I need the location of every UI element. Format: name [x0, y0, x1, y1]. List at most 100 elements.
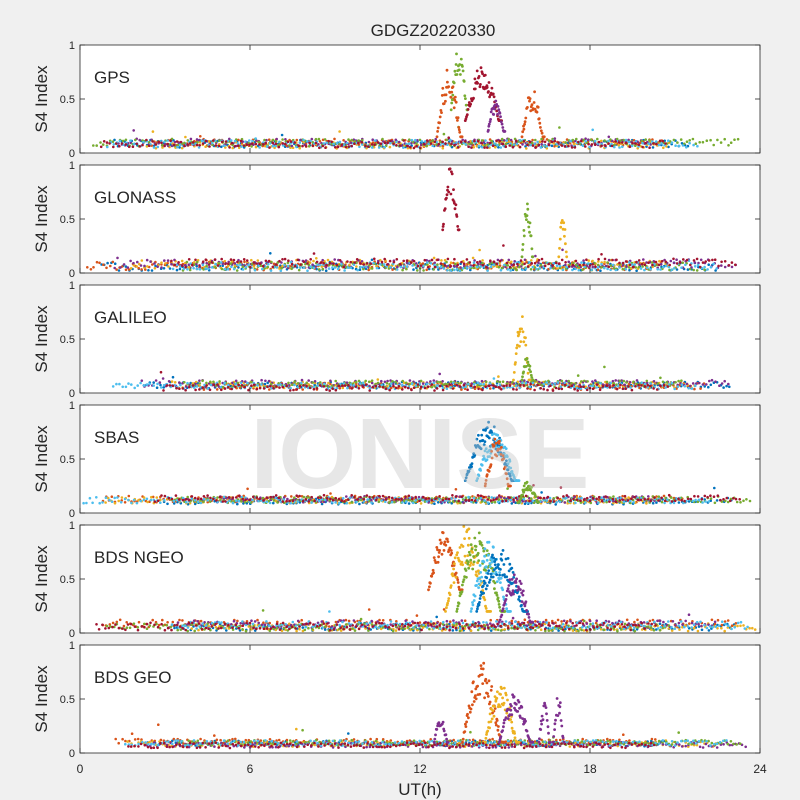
data-point: [145, 145, 149, 148]
data-point: [509, 142, 512, 145]
data-point: [359, 262, 362, 265]
data-point: [509, 138, 513, 142]
data-point: [609, 268, 612, 272]
data-point: [651, 138, 654, 141]
data-point: [212, 139, 215, 142]
data-point: [137, 266, 140, 270]
data-point: [603, 260, 606, 264]
data-point: [345, 381, 349, 385]
data-point: [292, 388, 295, 392]
data-point: [522, 340, 526, 344]
data-point: [430, 385, 434, 389]
data-point: [735, 500, 739, 504]
data-point: [349, 383, 353, 386]
data-point: [180, 146, 184, 150]
data-point: [455, 73, 459, 76]
data-point: [522, 384, 525, 387]
data-point: [348, 386, 352, 390]
data-point: [577, 140, 580, 144]
data-point: [370, 143, 374, 146]
data-point: [531, 499, 535, 503]
data-point: [257, 499, 260, 503]
data-point: [293, 141, 297, 144]
data-point: [528, 261, 531, 264]
data-point: [440, 111, 443, 114]
data-point: [462, 141, 465, 145]
data-point: [664, 496, 667, 500]
data-point: [305, 381, 309, 385]
data-point: [441, 388, 445, 392]
data-point: [236, 502, 239, 506]
data-point: [709, 138, 712, 142]
data-point: [179, 265, 182, 268]
data-point: [507, 258, 511, 262]
data-point: [526, 360, 530, 364]
data-point: [336, 267, 340, 271]
data-point: [560, 144, 564, 147]
data-point: [621, 267, 625, 271]
data-point: [627, 496, 630, 499]
data-point: [621, 264, 625, 267]
data-point: [465, 258, 469, 261]
data-point: [445, 138, 449, 142]
data-point: [560, 379, 564, 383]
data-point: [643, 382, 647, 386]
data-point: [124, 268, 128, 272]
data-point: [707, 385, 710, 389]
data-point: [484, 380, 488, 384]
data-point: [447, 85, 451, 88]
data-point: [639, 267, 643, 270]
data-point: [608, 386, 612, 389]
data-point: [614, 268, 618, 272]
data-point: [353, 142, 356, 145]
data-point: [564, 263, 567, 267]
data-point: [338, 387, 342, 390]
data-point: [530, 497, 533, 500]
data-point: [523, 120, 527, 124]
data-point: [632, 380, 635, 384]
data-point: [357, 387, 361, 390]
data-point: [206, 387, 210, 390]
data-point: [249, 266, 252, 269]
data-point: [479, 66, 483, 70]
data-point: [321, 267, 325, 271]
data-point: [647, 142, 651, 145]
data-point: [576, 374, 580, 377]
data-point: [231, 381, 234, 385]
data-point: [235, 269, 239, 272]
data-point: [226, 268, 230, 271]
data-point: [489, 387, 492, 390]
data-point: [410, 382, 414, 386]
data-point: [367, 140, 371, 144]
data-point: [412, 146, 416, 150]
data-point: [286, 261, 290, 265]
data-point: [230, 265, 233, 269]
data-point: [244, 380, 247, 383]
data-point: [441, 228, 445, 232]
data-point: [367, 145, 370, 148]
data-point: [369, 262, 372, 265]
data-point: [593, 143, 597, 146]
data-point: [178, 387, 181, 391]
data-point: [223, 144, 226, 148]
data-point: [629, 386, 632, 389]
data-point: [545, 147, 549, 150]
data-point: [459, 57, 463, 61]
data-point: [634, 266, 638, 269]
data-point: [289, 386, 292, 390]
data-point: [345, 141, 349, 145]
data-point: [432, 256, 436, 260]
data-point: [231, 501, 235, 505]
data-point: [245, 143, 249, 147]
data-point: [376, 141, 380, 144]
data-point: [229, 262, 233, 265]
data-point: [317, 137, 321, 141]
data-point: [145, 138, 148, 142]
data-point: [480, 379, 484, 383]
data-point: [370, 498, 373, 502]
data-point: [348, 263, 351, 267]
data-point: [427, 142, 431, 146]
data-point: [637, 259, 641, 262]
data-point: [525, 218, 528, 222]
